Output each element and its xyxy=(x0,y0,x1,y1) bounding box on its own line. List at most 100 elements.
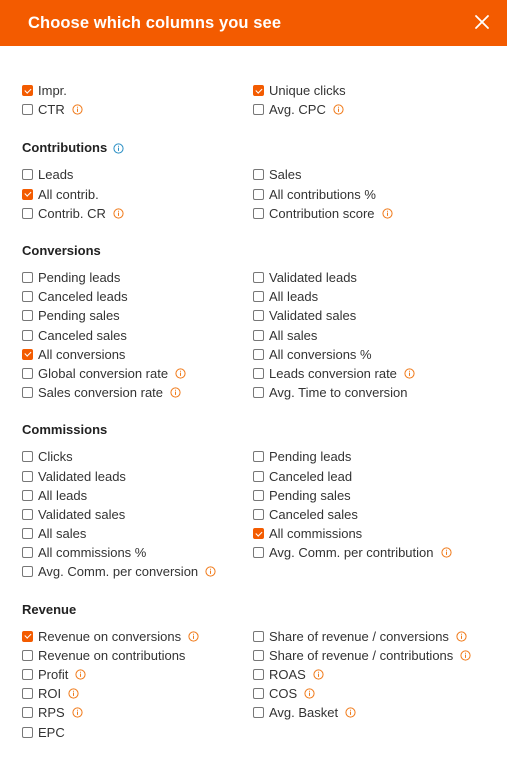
option-pending-leads[interactable]: Pending leads xyxy=(253,447,484,466)
info-icon[interactable] xyxy=(188,631,199,642)
checkbox[interactable] xyxy=(253,348,264,360)
info-icon[interactable] xyxy=(205,566,216,578)
checkbox[interactable] xyxy=(253,489,264,501)
checkbox[interactable] xyxy=(22,547,33,559)
checkbox[interactable] xyxy=(253,207,264,219)
option-roas[interactable]: ROAS xyxy=(253,665,484,684)
checkbox[interactable] xyxy=(22,207,33,219)
checkbox[interactable] xyxy=(253,669,264,681)
option-all-sales[interactable]: All sales xyxy=(22,524,253,543)
info-icon[interactable] xyxy=(68,688,79,699)
option-canceled-sales[interactable]: Canceled sales xyxy=(253,505,484,524)
info-icon[interactable] xyxy=(404,368,415,379)
option-leads-conversion-rate[interactable]: Leads conversion rate xyxy=(253,364,484,383)
checkbox[interactable] xyxy=(22,387,33,399)
checkbox[interactable] xyxy=(253,329,264,341)
option-avg-time-to-conversion[interactable]: Avg. Time to conversion xyxy=(253,383,484,402)
checkbox[interactable] xyxy=(22,688,33,700)
checkbox[interactable] xyxy=(22,489,33,501)
option-all-sales[interactable]: All sales xyxy=(253,326,484,345)
option-canceled-leads[interactable]: Canceled leads xyxy=(22,287,253,306)
info-icon[interactable] xyxy=(170,387,181,398)
option-pending-sales[interactable]: Pending sales xyxy=(253,486,484,505)
checkbox[interactable] xyxy=(253,104,264,116)
info-icon[interactable] xyxy=(456,631,467,642)
option-unique-clicks[interactable]: Unique clicks xyxy=(253,81,484,100)
option-ctr[interactable]: CTR xyxy=(22,100,253,119)
checkbox[interactable] xyxy=(22,169,33,181)
info-icon[interactable] xyxy=(440,547,452,558)
checkbox[interactable] xyxy=(22,669,33,681)
checkbox[interactable] xyxy=(22,329,33,341)
checkbox[interactable] xyxy=(253,649,264,661)
option-cos[interactable]: COS xyxy=(253,684,484,703)
option-validated-sales[interactable]: Validated sales xyxy=(22,505,253,524)
option-leads[interactable]: Leads xyxy=(22,165,253,184)
option-validated-sales[interactable]: Validated sales xyxy=(253,306,484,325)
checkbox[interactable] xyxy=(253,547,264,559)
option-revenue-on-contributions[interactable]: Revenue on contributions xyxy=(22,646,253,665)
option-avg-comm-per-conversion[interactable]: Avg. Comm. per conversion xyxy=(22,562,253,581)
option-avg-cpc[interactable]: Avg. CPC xyxy=(253,100,484,119)
checkbox[interactable] xyxy=(22,85,33,97)
checkbox[interactable] xyxy=(253,387,264,399)
option-canceled-lead[interactable]: Canceled lead xyxy=(253,466,484,485)
option-pending-sales[interactable]: Pending sales xyxy=(22,306,253,325)
checkbox[interactable] xyxy=(22,726,33,738)
option-validated-leads[interactable]: Validated leads xyxy=(253,268,484,287)
option-global-conversion-rate[interactable]: Global conversion rate xyxy=(22,364,253,383)
checkbox[interactable] xyxy=(22,528,33,540)
checkbox[interactable] xyxy=(253,508,264,520)
option-all-contributions[interactable]: All contributions % xyxy=(253,185,484,204)
option-sales-conversion-rate[interactable]: Sales conversion rate xyxy=(22,383,253,402)
info-icon[interactable] xyxy=(345,707,356,718)
option-all-commissions[interactable]: All commissions xyxy=(253,524,484,543)
option-rps[interactable]: RPS xyxy=(22,703,253,722)
checkbox[interactable] xyxy=(253,367,264,379)
option-revenue-on-conversions[interactable]: Revenue on conversions xyxy=(22,627,253,646)
option-clicks[interactable]: Clicks xyxy=(22,447,253,466)
info-icon[interactable] xyxy=(175,368,186,379)
option-all-conversions[interactable]: All conversions % xyxy=(253,345,484,364)
info-icon[interactable] xyxy=(304,688,315,699)
checkbox[interactable] xyxy=(22,451,33,463)
option-canceled-sales[interactable]: Canceled sales xyxy=(22,326,253,345)
option-avg-comm-per-contribution[interactable]: Avg. Comm. per contribution xyxy=(253,543,484,562)
option-avg-basket[interactable]: Avg. Basket xyxy=(253,703,484,722)
option-validated-leads[interactable]: Validated leads xyxy=(22,466,253,485)
option-share-of-revenue-conversions[interactable]: Share of revenue / conversions xyxy=(253,627,484,646)
checkbox[interactable] xyxy=(253,188,264,200)
checkbox[interactable] xyxy=(22,566,33,578)
option-all-conversions[interactable]: All conversions xyxy=(22,345,253,364)
info-icon[interactable] xyxy=(113,143,124,154)
option-all-commissions[interactable]: All commissions % xyxy=(22,543,253,562)
option-all-leads[interactable]: All leads xyxy=(253,287,484,306)
option-pending-leads[interactable]: Pending leads xyxy=(22,268,253,287)
checkbox[interactable] xyxy=(22,291,33,303)
option-impr[interactable]: Impr. xyxy=(22,81,253,100)
option-profit[interactable]: Profit xyxy=(22,665,253,684)
checkbox[interactable] xyxy=(22,508,33,520)
checkbox[interactable] xyxy=(22,272,33,284)
checkbox[interactable] xyxy=(253,291,264,303)
checkbox[interactable] xyxy=(253,707,264,719)
checkbox[interactable] xyxy=(253,85,264,97)
checkbox[interactable] xyxy=(22,649,33,661)
info-icon[interactable] xyxy=(460,650,471,661)
checkbox[interactable] xyxy=(253,688,264,700)
option-sales[interactable]: Sales xyxy=(253,165,484,184)
close-icon[interactable] xyxy=(471,11,493,33)
info-icon[interactable] xyxy=(333,104,344,115)
checkbox[interactable] xyxy=(253,451,264,463)
checkbox[interactable] xyxy=(253,310,264,322)
option-epc[interactable]: EPC xyxy=(22,723,253,742)
checkbox[interactable] xyxy=(22,470,33,482)
option-share-of-revenue-contributions[interactable]: Share of revenue / contributions xyxy=(253,646,484,665)
checkbox[interactable] xyxy=(22,310,33,322)
option-contrib-cr[interactable]: Contrib. CR xyxy=(22,204,253,223)
checkbox[interactable] xyxy=(22,104,33,116)
option-all-leads[interactable]: All leads xyxy=(22,486,253,505)
info-icon[interactable] xyxy=(381,208,393,219)
info-icon[interactable] xyxy=(113,208,124,219)
checkbox[interactable] xyxy=(253,470,264,482)
